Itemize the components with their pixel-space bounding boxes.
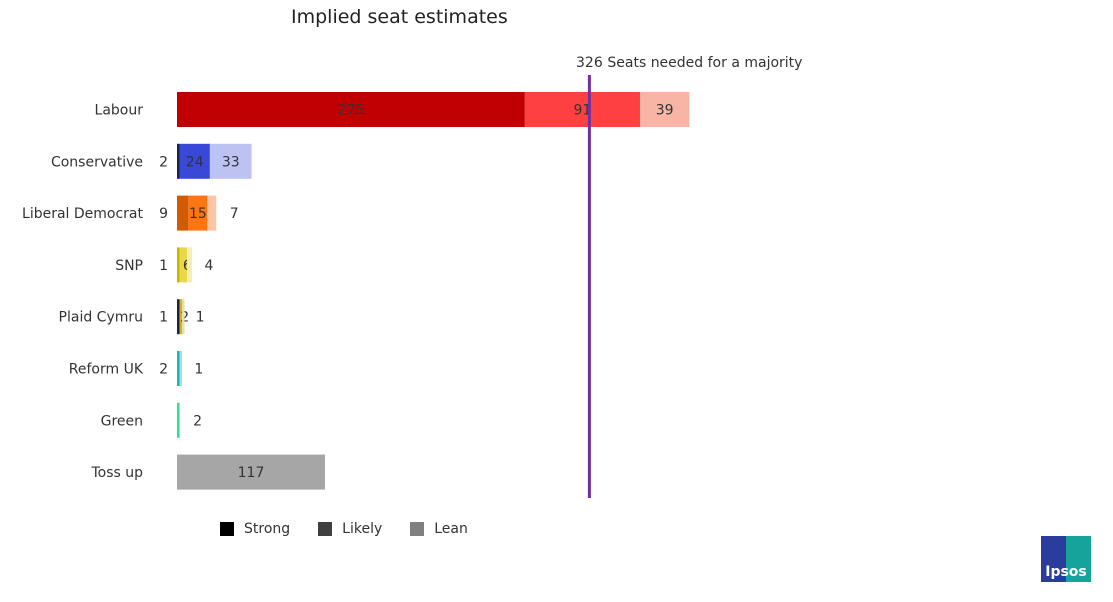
legend-item: Lean	[410, 521, 468, 537]
data-label: 15	[189, 206, 207, 222]
data-label: 2	[180, 310, 189, 326]
bar-segment-strong	[177, 143, 180, 179]
data-label: 33	[222, 154, 240, 170]
legend-label: Lean	[434, 521, 468, 537]
category-label: Conservative	[51, 154, 143, 170]
data-label: 117	[238, 465, 265, 481]
legend-swatch	[318, 522, 333, 536]
category-label: SNP	[115, 258, 143, 274]
legend: Strong Likely Lean	[220, 521, 468, 537]
data-label: 2	[159, 154, 168, 170]
legend-label: Strong	[244, 521, 291, 537]
bar-segment-lean	[177, 402, 180, 438]
legend-swatch	[410, 522, 425, 536]
bar-segment-lean	[182, 299, 185, 335]
chart-title: Implied seat estimates	[291, 6, 508, 28]
data-label: 275	[338, 103, 365, 119]
bar-segment-strong	[177, 195, 189, 231]
category-label: Plaid Cymru	[59, 310, 143, 326]
bar-segment-strong	[177, 299, 180, 335]
data-label: 39	[656, 103, 674, 119]
bar-segment-strong	[177, 351, 180, 386]
category-label: Labour	[95, 103, 144, 119]
data-label: 1	[159, 258, 168, 274]
bar-segment-strong	[177, 92, 525, 127]
legend-item: Strong	[220, 521, 290, 537]
bar-segment-strong	[177, 247, 180, 283]
bar-segment-likely	[188, 195, 208, 231]
category-label: Green	[101, 413, 143, 429]
data-label: 7	[230, 206, 239, 222]
majority-value: 326	[576, 55, 603, 71]
data-label: 4	[204, 258, 213, 274]
data-label: 1	[196, 310, 205, 326]
bar-segment-lean	[209, 143, 252, 179]
bar-segment-lean	[179, 351, 183, 386]
bar-segment-likely	[524, 92, 640, 127]
bar-segment-lean	[207, 195, 217, 231]
ipsos-logo: Ipsos	[1041, 536, 1091, 582]
legend-item: Likely	[318, 521, 382, 537]
bar-segment-strong	[177, 454, 326, 490]
bar-segment-likely	[179, 143, 210, 179]
bar-segment-likely	[179, 247, 188, 283]
data-label: 9	[159, 206, 168, 222]
category-label: Reform UK	[69, 362, 144, 378]
bar-segment-likely	[179, 299, 183, 335]
legend-label: Likely	[342, 521, 383, 537]
data-label: 2	[193, 413, 202, 429]
data-label: 2	[159, 362, 168, 378]
data-label: 24	[186, 154, 204, 170]
data-label: 1	[194, 362, 203, 378]
category-label: Toss up	[90, 465, 143, 481]
data-label: 91	[574, 103, 592, 119]
category-label: Liberal Democrat	[22, 206, 143, 222]
data-label: 1	[159, 310, 168, 326]
majority-label: Seats needed for a majority	[607, 55, 802, 71]
legend-swatch	[220, 522, 234, 536]
bar-segment-lean	[187, 247, 193, 283]
bar-segment-lean	[639, 92, 690, 127]
